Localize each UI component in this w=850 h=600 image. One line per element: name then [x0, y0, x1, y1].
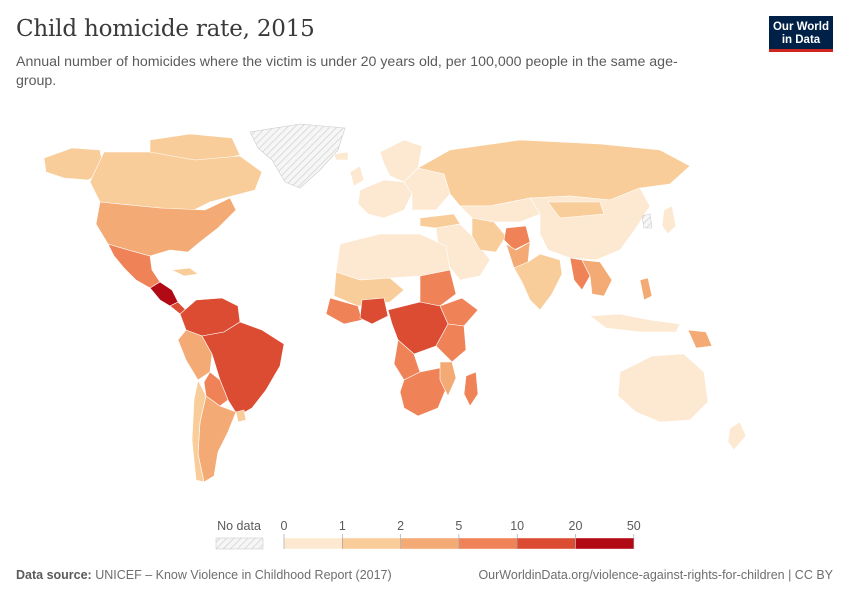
legend-nodata-label: No data [217, 519, 261, 533]
region-india [513, 253, 563, 311]
region-png [687, 329, 713, 349]
region-iran [471, 217, 507, 253]
data-source-text: UNICEF – Know Violence in Childhood Repo… [95, 568, 392, 582]
legend-tick-label: 0 [281, 519, 288, 533]
region-uruguay [235, 409, 247, 423]
region-southern-africa [399, 367, 449, 417]
source-url-link[interactable]: OurWorldinData.org/violence-against-righ… [478, 568, 833, 582]
region-southeast-asia [581, 259, 613, 297]
legend-bin[interactable] [400, 537, 460, 550]
region-west-africa [325, 297, 363, 325]
world-map[interactable] [0, 110, 850, 500]
region-philippines [639, 277, 653, 301]
legend-tick-label: 20 [569, 519, 583, 533]
region-nigeria [359, 297, 389, 325]
legend-ticks: 0 1 2 5 10 20 50 [281, 519, 641, 549]
region-cuba [171, 267, 199, 277]
chart-title: Child homicide rate, 2015 [16, 16, 315, 42]
legend-tick-label: 5 [455, 519, 462, 533]
region-chile [191, 379, 207, 483]
legend-tick-label: 50 [627, 519, 641, 533]
data-source-label: Data source: [16, 568, 92, 582]
data-source: Data source: UNICEF – Know Violence in C… [16, 568, 392, 582]
legend-bin[interactable] [283, 537, 343, 550]
region-uk [349, 165, 365, 187]
region-russia [417, 139, 691, 207]
region-mongolia [547, 201, 605, 219]
region-western-europe [357, 179, 413, 219]
region-sudan [419, 269, 457, 307]
legend-bin[interactable] [342, 537, 401, 550]
region-china [529, 187, 651, 261]
region-mali-niger [333, 271, 405, 307]
region-iceland [333, 151, 349, 161]
region-australia [617, 353, 709, 423]
region-north-africa [335, 233, 451, 281]
legend-bin[interactable] [458, 537, 518, 550]
owid-logo[interactable]: Our World in Data [769, 16, 833, 52]
region-korea [641, 213, 653, 229]
region-east-africa [435, 323, 467, 363]
map-legend: No data 0 1 2 5 10 20 50 [215, 519, 641, 550]
legend-tick-label: 2 [397, 519, 404, 533]
region-argentina [197, 395, 237, 483]
legend-tick-label: 1 [339, 519, 346, 533]
region-canada [89, 151, 263, 213]
region-central-america [149, 281, 179, 307]
legend-bin[interactable] [517, 537, 576, 550]
logo-line-1: Our World [772, 21, 829, 33]
region-pakistan [505, 241, 531, 269]
region-new-zealand [727, 421, 747, 451]
chart-subtitle: Annual number of homicides where the vic… [16, 54, 678, 89]
legend-tick-label: 10 [510, 519, 524, 533]
region-japan [661, 205, 677, 235]
region-mozambique [439, 361, 457, 397]
region-afghanistan [503, 225, 531, 251]
region-greenland [249, 123, 346, 189]
logo-line-2: in Data [781, 34, 821, 46]
legend-bin[interactable] [575, 537, 634, 550]
legend-nodata-swatch [215, 537, 264, 550]
region-indonesia [589, 313, 681, 333]
region-madagascar [463, 371, 479, 407]
